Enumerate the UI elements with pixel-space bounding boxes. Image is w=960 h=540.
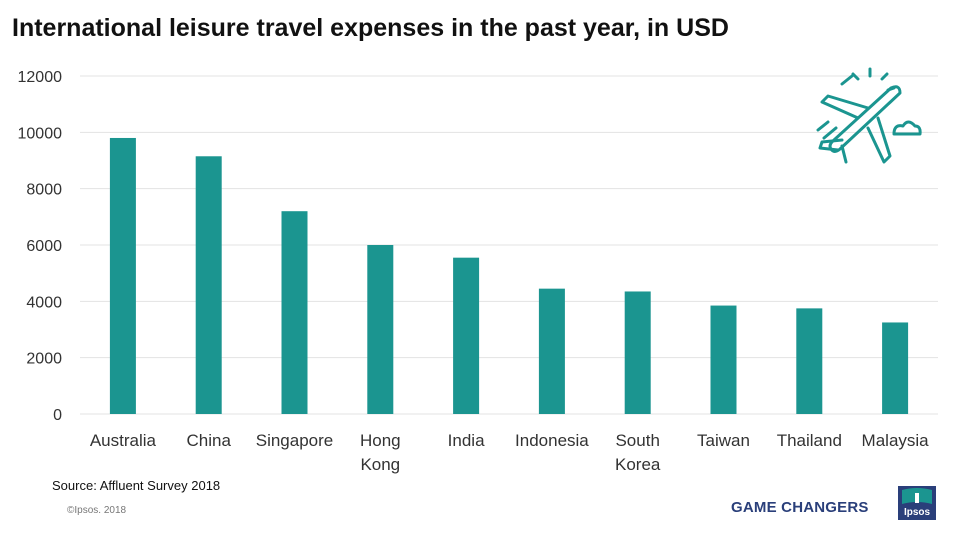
brand-tagline: GAME CHANGERS bbox=[731, 499, 869, 516]
x-tick-label: Malaysia bbox=[862, 431, 930, 450]
copyright-note: ©Ipsos. 2018 bbox=[67, 505, 127, 516]
airplane-icon bbox=[816, 67, 922, 164]
ipsos-logo: Ipsos bbox=[898, 486, 936, 520]
gridlines bbox=[80, 75, 938, 415]
y-axis-ticks: 0 2000 4000 6000 8000 10000 12000 bbox=[18, 69, 63, 424]
chart-title: International leisure travel expenses in… bbox=[12, 14, 729, 42]
source-note: Source: Affluent Survey 2018 bbox=[52, 478, 221, 493]
bar-singapore bbox=[281, 211, 308, 414]
x-tick-label: Thailand bbox=[777, 431, 842, 450]
y-tick-label: 0 bbox=[53, 407, 62, 424]
x-tick-label: China bbox=[186, 431, 231, 450]
y-tick-label: 6000 bbox=[26, 238, 62, 255]
x-tick-label: Singapore bbox=[256, 431, 334, 450]
y-tick-label: 2000 bbox=[26, 351, 62, 368]
y-tick-label: 10000 bbox=[18, 125, 63, 142]
bar-hong-kong bbox=[367, 245, 394, 414]
x-tick-label: South Korea bbox=[615, 431, 661, 474]
y-tick-label: 12000 bbox=[18, 69, 63, 86]
bar-indonesia bbox=[538, 288, 565, 414]
x-axis-ticks: Australia China Singapore Hong Kong India Indo… bbox=[90, 431, 929, 474]
x-tick-label: Indonesia bbox=[515, 431, 589, 450]
x-tick-label: India bbox=[448, 431, 485, 450]
x-tick-label: Australia bbox=[90, 431, 157, 450]
bar-china bbox=[195, 156, 222, 414]
bar-thailand bbox=[796, 308, 823, 414]
y-tick-label: 8000 bbox=[26, 182, 62, 199]
bars bbox=[109, 137, 909, 414]
bar-south-korea bbox=[624, 291, 651, 414]
bar-australia bbox=[109, 137, 136, 414]
logo-text: Ipsos bbox=[904, 507, 931, 518]
y-tick-label: 4000 bbox=[26, 294, 62, 311]
bar-india bbox=[453, 257, 480, 414]
x-tick-label: Taiwan bbox=[697, 431, 750, 450]
x-tick-label: Hong Kong bbox=[360, 431, 401, 474]
bar-malaysia bbox=[882, 322, 909, 414]
bar-taiwan bbox=[710, 305, 737, 414]
